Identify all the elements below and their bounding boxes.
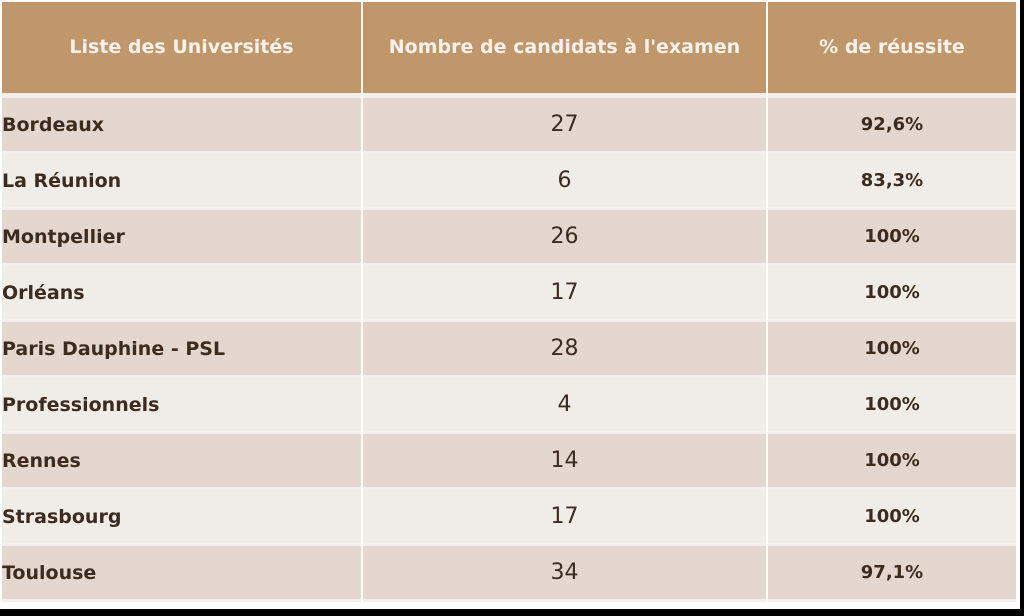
university-name: Bordeaux bbox=[2, 98, 361, 154]
university-name: Orléans bbox=[2, 266, 361, 322]
university-name: Rennes bbox=[2, 434, 361, 490]
candidate-count: 4 bbox=[363, 378, 766, 434]
table-row: Rennes 14 100% bbox=[2, 434, 1016, 490]
candidate-count: 17 bbox=[363, 490, 766, 546]
table-row: Bordeaux 27 92,6% bbox=[2, 98, 1016, 154]
table-row: Professionnels 4 100% bbox=[2, 378, 1016, 434]
university-name: Toulouse bbox=[2, 546, 361, 602]
success-rate: 100% bbox=[768, 266, 1016, 322]
candidate-count: 6 bbox=[363, 154, 766, 210]
university-name: Paris Dauphine - PSL bbox=[2, 322, 361, 378]
university-name: La Réunion bbox=[2, 154, 361, 210]
success-rate: 100% bbox=[768, 490, 1016, 546]
header-candidates: Nombre de candidats à l'examen bbox=[363, 2, 766, 98]
table-row: Toulouse 34 97,1% bbox=[2, 546, 1016, 602]
success-rate: 100% bbox=[768, 322, 1016, 378]
university-name: Professionnels bbox=[2, 378, 361, 434]
header-universities: Liste des Universités bbox=[2, 2, 361, 98]
candidate-count: 17 bbox=[363, 266, 766, 322]
success-rate: 92,6% bbox=[768, 98, 1016, 154]
candidate-count: 27 bbox=[363, 98, 766, 154]
success-rate: 83,3% bbox=[768, 154, 1016, 210]
header-row: Liste des Universités Nombre de candidat… bbox=[2, 2, 1016, 98]
table-header: Liste des Universités Nombre de candidat… bbox=[2, 2, 1016, 98]
success-rate: 100% bbox=[768, 378, 1016, 434]
header-success-rate: % de réussite bbox=[768, 2, 1016, 98]
candidate-count: 26 bbox=[363, 210, 766, 266]
table-row: Montpellier 26 100% bbox=[2, 210, 1016, 266]
success-rate: 100% bbox=[768, 210, 1016, 266]
table-body: Bordeaux 27 92,6% La Réunion 6 83,3% Mon… bbox=[2, 98, 1016, 602]
table-row: Orléans 17 100% bbox=[2, 266, 1016, 322]
university-name: Strasbourg bbox=[2, 490, 361, 546]
table-row: Strasbourg 17 100% bbox=[2, 490, 1016, 546]
candidate-count: 34 bbox=[363, 546, 766, 602]
candidate-count: 28 bbox=[363, 322, 766, 378]
candidate-count: 14 bbox=[363, 434, 766, 490]
table-row: La Réunion 6 83,3% bbox=[2, 154, 1016, 210]
success-rate: 100% bbox=[768, 434, 1016, 490]
success-rate: 97,1% bbox=[768, 546, 1016, 602]
university-name: Montpellier bbox=[2, 210, 361, 266]
table-row: Paris Dauphine - PSL 28 100% bbox=[2, 322, 1016, 378]
results-table: Liste des Universités Nombre de candidat… bbox=[0, 2, 1018, 602]
